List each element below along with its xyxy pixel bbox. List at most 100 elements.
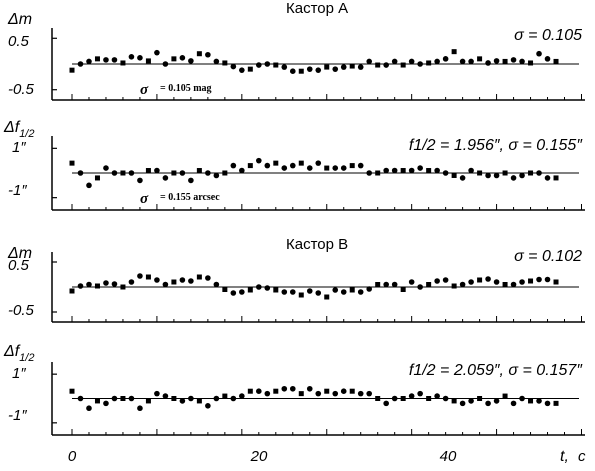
data-point	[434, 393, 440, 399]
data-point	[239, 289, 245, 295]
data-point	[171, 170, 177, 176]
data-point	[426, 282, 432, 287]
data-point	[111, 395, 118, 402]
data-point	[434, 167, 440, 174]
y-axis-label: Δf1/2	[3, 343, 34, 364]
data-point	[222, 287, 228, 292]
data-point	[468, 167, 474, 174]
data-point	[154, 167, 160, 174]
data-point	[391, 167, 398, 174]
data-point	[528, 170, 534, 176]
data-point	[86, 58, 92, 65]
data-point	[77, 170, 84, 176]
data-point	[281, 385, 288, 392]
data-point	[324, 388, 330, 394]
data-point	[103, 280, 109, 286]
data-point	[289, 162, 296, 169]
data-point	[502, 170, 508, 176]
data-point	[94, 175, 100, 181]
axes	[51, 362, 585, 436]
data-point	[120, 396, 126, 401]
data-point	[256, 62, 262, 68]
data-point	[94, 398, 100, 404]
data-point	[434, 58, 440, 65]
data-point	[510, 175, 517, 181]
data-point	[332, 165, 339, 171]
data-point	[77, 283, 84, 289]
data-point	[86, 281, 92, 288]
data-point	[213, 58, 220, 65]
data-point	[315, 390, 322, 397]
data-point	[196, 398, 202, 404]
data-point	[222, 170, 228, 176]
data-point	[137, 273, 143, 279]
panel-title: Кастор А	[286, 0, 348, 17]
data-point	[536, 170, 542, 176]
data-point	[230, 395, 237, 402]
data-point	[544, 276, 551, 283]
data-point	[477, 277, 483, 283]
data-point	[111, 57, 118, 63]
data-point	[553, 279, 559, 285]
data-point	[298, 68, 304, 74]
data-point	[408, 279, 415, 285]
data-point	[188, 395, 194, 402]
data-point	[528, 60, 534, 66]
data-point	[179, 398, 186, 404]
data-point	[349, 63, 355, 69]
data-point	[256, 388, 262, 395]
y-tick-label: 1″	[12, 139, 26, 156]
stat-text: f1/2 = 1.956″, σ = 0.155″	[409, 137, 583, 154]
data-point	[222, 393, 228, 399]
data-point	[391, 58, 398, 65]
data-point	[340, 388, 347, 395]
data-point	[273, 388, 279, 394]
data-point	[544, 56, 551, 62]
data-point	[306, 288, 313, 294]
data-point	[340, 289, 347, 295]
data-point	[86, 405, 92, 412]
data-point	[349, 287, 355, 293]
data-point	[188, 278, 194, 284]
data-point	[230, 63, 237, 70]
data-point	[103, 57, 109, 63]
data-point	[196, 168, 202, 174]
data-point	[103, 165, 109, 171]
x-axis-var: t,	[560, 448, 569, 465]
data-point	[417, 61, 423, 67]
data-point	[332, 287, 339, 293]
data-point	[544, 400, 551, 407]
data-point	[281, 64, 288, 70]
data-point	[120, 284, 126, 290]
y-axis-label-sub: 1/2	[19, 128, 34, 140]
data-point	[171, 279, 177, 285]
axes	[51, 252, 585, 323]
data-point	[340, 165, 347, 171]
data-point	[493, 279, 500, 285]
data-point	[145, 58, 151, 64]
data-point	[289, 289, 296, 295]
data-point	[69, 67, 75, 73]
data-point	[111, 281, 118, 287]
y-tick-label: -1″	[8, 407, 27, 424]
data-point	[128, 170, 135, 176]
data-point	[306, 165, 313, 171]
y-axis-label-f: f	[15, 343, 21, 360]
data-point	[553, 400, 559, 406]
data-point	[502, 393, 508, 399]
data-point	[137, 405, 143, 412]
data-point	[442, 56, 449, 62]
data-point	[510, 400, 517, 407]
data-point	[273, 160, 279, 166]
data-point	[247, 388, 253, 394]
data-point	[298, 160, 304, 166]
data-point	[162, 61, 169, 67]
data-point	[188, 58, 194, 64]
data-point	[205, 275, 211, 281]
data-point	[477, 396, 483, 401]
note-sigma: σ	[140, 82, 149, 98]
data-point	[315, 67, 322, 73]
data-point	[239, 167, 245, 174]
data-point	[230, 290, 237, 296]
data-point	[298, 391, 304, 397]
